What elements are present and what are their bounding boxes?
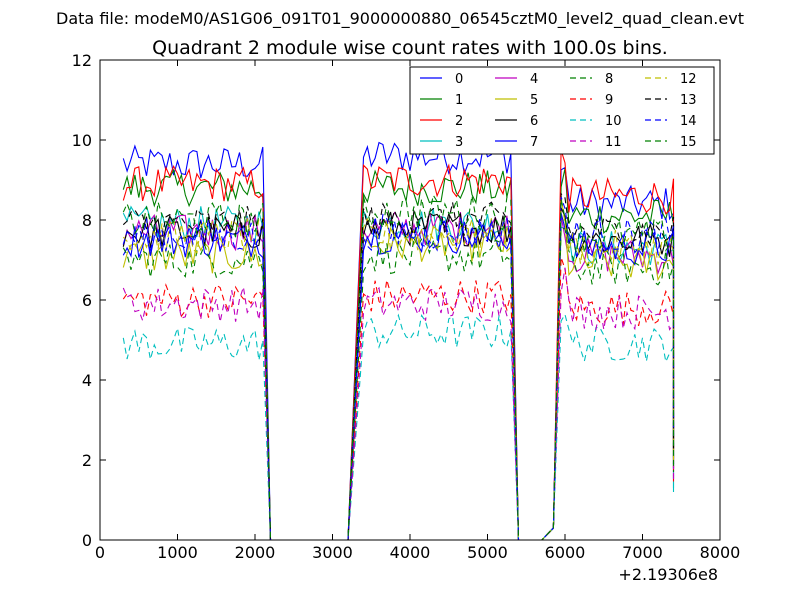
- legend-label-2: 2: [455, 114, 463, 129]
- y-tick-label: 2: [82, 451, 92, 470]
- legend-label-9: 9: [605, 93, 613, 108]
- series-line-0: [122, 139, 675, 540]
- series-line-10: [122, 313, 675, 540]
- y-tick-label: 8: [82, 211, 92, 230]
- y-tick-label: 10: [72, 131, 92, 150]
- legend-label-6: 6: [530, 114, 538, 129]
- legend-label-0: 0: [455, 72, 463, 87]
- x-tick-label: 8000: [700, 543, 741, 562]
- legend-label-15: 15: [680, 135, 697, 150]
- legend-label-1: 1: [455, 93, 463, 108]
- y-tick-label: 6: [82, 291, 92, 310]
- series-line-4: [122, 211, 675, 540]
- legend-frame: [409, 66, 715, 155]
- legend-label-3: 3: [455, 135, 463, 150]
- legend-label-10: 10: [605, 114, 622, 129]
- x-tick-label: 0: [95, 543, 105, 562]
- series-line-13: [122, 192, 675, 540]
- legend-label-7: 7: [530, 135, 538, 150]
- series-layer: [122, 139, 675, 540]
- legend-label-13: 13: [680, 93, 697, 108]
- series-line-1: [122, 168, 675, 540]
- x-tick-label: 3000: [312, 543, 353, 562]
- x-tick-label: 6000: [545, 543, 586, 562]
- series-line-14: [122, 196, 675, 540]
- x-tick-label: 1000: [157, 543, 198, 562]
- x-offset-label: +2.19306e8: [618, 565, 718, 584]
- x-tick-label: 4000: [390, 543, 431, 562]
- x-tick-label: 7000: [622, 543, 663, 562]
- series-line-15: [122, 193, 675, 540]
- legend-label-12: 12: [680, 72, 697, 87]
- chart-title: Quadrant 2 module wise count rates with …: [152, 37, 668, 59]
- suptitle: Data file: modeM0/AS1G06_091T01_90000008…: [56, 9, 744, 29]
- y-tick-label: 12: [72, 51, 92, 70]
- legend-label-4: 4: [530, 72, 538, 87]
- legend-label-14: 14: [680, 114, 697, 129]
- legend-label-8: 8: [605, 72, 613, 87]
- y-tick-label: 4: [82, 371, 92, 390]
- series-line-5: [122, 219, 675, 540]
- series-line-6: [122, 207, 675, 540]
- y-tick-label: 0: [82, 531, 92, 550]
- legend-label-11: 11: [605, 135, 622, 150]
- series-line-2: [122, 149, 675, 540]
- legend-label-5: 5: [530, 93, 538, 108]
- series-line-12: [122, 195, 675, 540]
- series-line-11: [122, 267, 675, 540]
- x-tick-label: 5000: [467, 543, 508, 562]
- series-line-9: [122, 257, 675, 540]
- ticks-layer: 0 1000 2000 3000 4000 5000 6000 7000 80000246810…: [72, 51, 741, 562]
- x-tick-label: 2000: [235, 543, 276, 562]
